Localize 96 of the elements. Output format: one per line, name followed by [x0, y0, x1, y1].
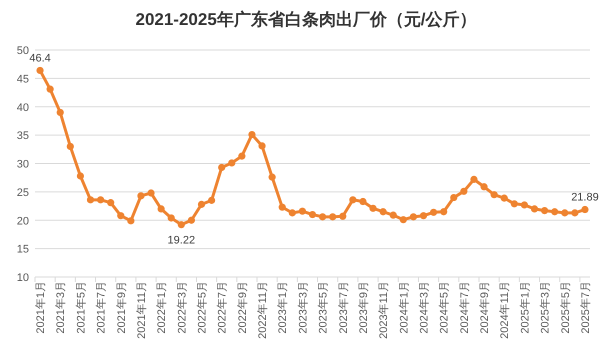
x-tick-label: 2021年5月 [75, 281, 88, 334]
point [66, 142, 74, 150]
point [107, 199, 114, 206]
y-tick-label: 50 [16, 45, 29, 57]
point [158, 205, 165, 212]
point [268, 174, 276, 181]
point [36, 66, 44, 74]
point [288, 209, 296, 216]
point [349, 196, 356, 204]
point [147, 189, 155, 197]
x-tick-label: 2025年7月 [580, 281, 592, 334]
point [400, 216, 407, 224]
x-tick-label: 2024年7月 [458, 281, 471, 334]
point [460, 188, 468, 195]
point [168, 214, 175, 222]
point [198, 200, 206, 208]
point [520, 201, 528, 209]
point [238, 152, 246, 160]
point [228, 159, 236, 167]
x-tick-label: 2021年3月 [55, 281, 68, 334]
x-tick-label: 2022年1月 [156, 281, 168, 334]
data-label: 19.22 [168, 234, 196, 247]
point [137, 192, 145, 200]
data-label: 21.89 [571, 192, 599, 204]
y-tick-label: 10 [16, 272, 29, 284]
point [298, 208, 306, 215]
point [480, 183, 488, 190]
point [581, 206, 589, 214]
x-tick-label: 2024年11月 [499, 281, 512, 339]
point [96, 196, 104, 204]
x-tick-label: 2023年9月 [358, 281, 370, 334]
x-tick-label: 2021年1月 [35, 281, 48, 334]
point [420, 212, 428, 220]
x-tick-label: 2023年3月 [297, 281, 310, 334]
chart-title: 2021-2025年广东省白条肉出厂价（元/公斤） [135, 10, 477, 29]
point [329, 213, 336, 220]
x-tick-label: 2024年9月 [479, 281, 492, 334]
x-tick-label: 2024年3月 [418, 281, 430, 334]
point [490, 191, 498, 198]
point [46, 86, 54, 93]
point [430, 208, 438, 216]
x-tick-label: 2022年9月 [236, 281, 249, 334]
y-tick-label: 35 [16, 130, 29, 142]
point [359, 198, 367, 206]
x-tick-label: 2021年7月 [96, 281, 108, 334]
point [76, 172, 84, 180]
point [86, 196, 94, 204]
y-tick-label: 15 [16, 244, 29, 256]
point [470, 176, 478, 183]
x-tick-label: 2021年9月 [116, 281, 128, 334]
point [450, 194, 458, 202]
point [248, 130, 256, 138]
point [178, 221, 185, 228]
x-tick-label: 2022年7月 [216, 281, 229, 334]
x-tick-label: 2025年5月 [560, 281, 572, 334]
point [540, 207, 548, 214]
point [308, 210, 316, 218]
x-tick-label: 2025年1月 [519, 281, 532, 334]
y-tick-label: 45 [16, 73, 29, 86]
point [218, 164, 226, 172]
x-tick-label: 2023年5月 [318, 281, 330, 334]
point [318, 213, 326, 220]
point [208, 196, 216, 204]
x-tick-label: 2021年11月 [136, 281, 148, 339]
x-tick-label: 2023年7月 [338, 281, 350, 334]
x-tick-label: 2023年1月 [277, 281, 290, 334]
x-tick-label: 2023年11月 [378, 281, 390, 339]
point [56, 108, 64, 116]
y-tick-label: 30 [16, 158, 29, 170]
x-tick-label: 2022年3月 [176, 281, 188, 334]
y-tick-label: 20 [16, 215, 29, 228]
point [369, 204, 377, 212]
x-tick-label: 2024年5月 [438, 281, 451, 334]
point [500, 194, 508, 202]
x-tick-label: 2022年11月 [257, 281, 270, 339]
point [571, 209, 578, 216]
point [278, 204, 286, 211]
point [188, 216, 196, 224]
point [551, 208, 558, 216]
point [510, 200, 518, 208]
x-tick-label: 2022年5月 [196, 281, 208, 334]
x-tick-label: 2024年1月 [398, 281, 410, 334]
point [410, 213, 418, 220]
point [390, 212, 397, 219]
point [380, 208, 387, 216]
point [127, 217, 134, 224]
x-tick-label: 2025年3月 [540, 281, 552, 334]
point [440, 208, 448, 216]
point [117, 212, 124, 220]
y-tick-label: 40 [16, 102, 29, 114]
point [339, 212, 346, 220]
point [530, 205, 538, 212]
point [561, 209, 568, 216]
y-tick-label: 25 [16, 186, 29, 199]
point [258, 142, 266, 150]
data-label: 46.4 [29, 52, 51, 64]
